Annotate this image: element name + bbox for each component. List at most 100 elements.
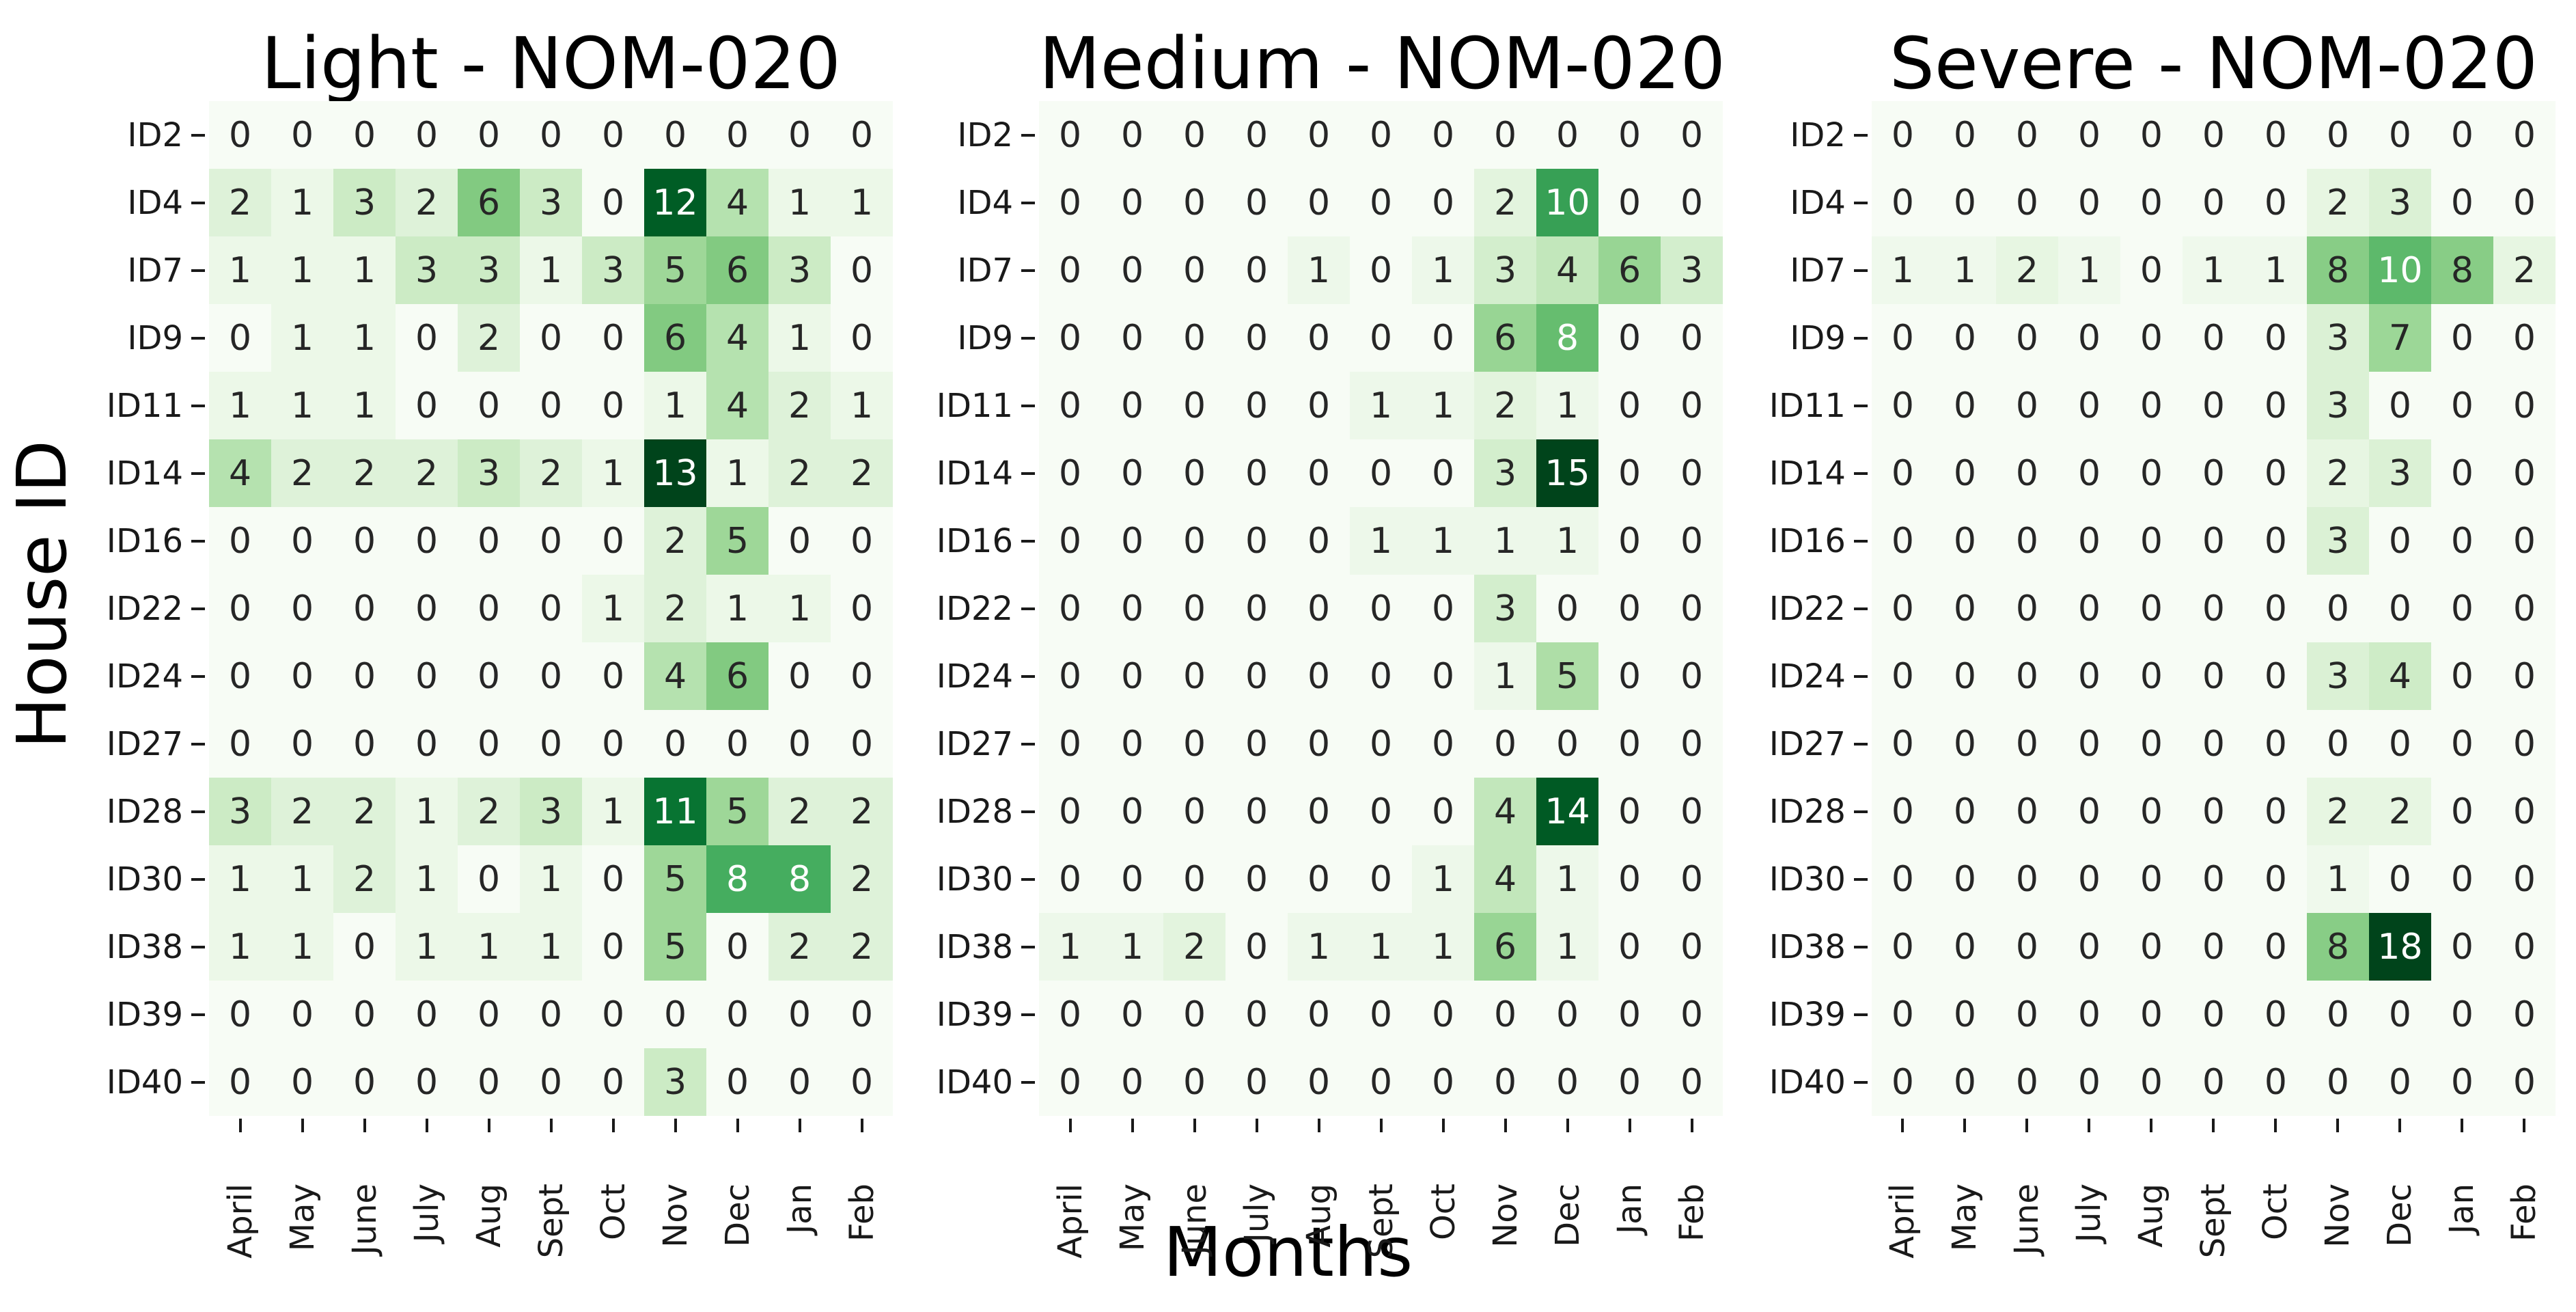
col-label: April — [1883, 1184, 1922, 1259]
y-tick — [191, 674, 205, 678]
heatmap-cell: 0 — [582, 372, 644, 439]
heatmap-cell: 0 — [2120, 304, 2183, 372]
heatmap-cell: 0 — [1039, 710, 1101, 778]
y-tick — [191, 539, 205, 543]
heatmap-cell: 0 — [520, 304, 582, 372]
heatmap-cell: 2 — [2368, 778, 2431, 845]
heatmap-cell: 1 — [831, 372, 893, 439]
heatmap-cell: 0 — [2493, 372, 2556, 439]
row-label-text: ID28 — [936, 792, 1013, 831]
heatmap-cell: 1 — [271, 304, 333, 372]
x-tick-cell — [1996, 1116, 2058, 1134]
heatmap-cell: 1 — [271, 845, 333, 913]
heatmap-cell: 0 — [644, 710, 706, 778]
heatmap-cell: 0 — [2058, 101, 2120, 169]
heatmap-cell: 0 — [1871, 304, 1934, 372]
heatmap-cell: 1 — [1412, 845, 1474, 913]
heatmap-cell: 18 — [2368, 913, 2431, 981]
row-label-text: ID24 — [936, 657, 1013, 696]
x-tick — [238, 1119, 242, 1132]
heatmap-cell: 4 — [644, 642, 706, 710]
heatmap-cell: 1 — [1350, 372, 1412, 439]
heatmap-cell: 0 — [1871, 913, 1934, 981]
heatmap-cell: 0 — [1661, 372, 1723, 439]
heatmap-cell: 0 — [1101, 845, 1163, 913]
heatmap-cell: 2 — [768, 439, 831, 507]
heatmap-cell: 0 — [2058, 913, 2120, 981]
row-label-text: ID16 — [1769, 521, 1846, 560]
heatmap-cell: 1 — [831, 169, 893, 236]
heatmap-cell: 0 — [1039, 1048, 1101, 1116]
heatmap-cell: 0 — [520, 372, 582, 439]
heatmap-cell: 0 — [2182, 304, 2245, 372]
x-tick-cell — [2058, 1116, 2120, 1134]
heatmap-cell: 0 — [1598, 845, 1661, 913]
heatmap-cell: 1 — [644, 372, 706, 439]
heatmap-cell: 0 — [1474, 981, 1536, 1048]
x-tick-cell — [2493, 1116, 2556, 1134]
heatmap-cell: 2 — [1474, 169, 1536, 236]
heatmap-cell: 0 — [2244, 642, 2307, 710]
y-tick — [1021, 539, 1035, 543]
heatmap-cell: 0 — [831, 507, 893, 575]
heatmap-cell: 0 — [1412, 642, 1474, 710]
heatmap-cell: 0 — [1598, 372, 1661, 439]
heatmap-cell: 0 — [1661, 778, 1723, 845]
heatmap-cell: 4 — [209, 439, 271, 507]
y-tick — [1853, 877, 1868, 881]
heatmap-cell: 0 — [1871, 169, 1934, 236]
heatmap-cell: 0 — [1225, 642, 1288, 710]
heatmap-cell: 8 — [2306, 236, 2369, 304]
heatmap-cell: 0 — [1598, 1048, 1661, 1116]
heatmap-cell: 6 — [644, 304, 706, 372]
col-label: Feb — [2505, 1184, 2544, 1242]
heatmap-cell: 0 — [2493, 575, 2556, 642]
row-label-text: ID40 — [936, 1063, 1013, 1102]
heatmap-cell: 0 — [1995, 439, 2058, 507]
heatmap-cell: 0 — [2244, 169, 2307, 236]
heatmap-cell: 0 — [2493, 1048, 2556, 1116]
heatmap-cell: 0 — [2058, 981, 2120, 1048]
heatmap-cell: 1 — [1412, 913, 1474, 981]
heatmap-cell: 0 — [2244, 372, 2307, 439]
y-tick — [1021, 607, 1035, 610]
heatmap-cell: 0 — [2182, 1048, 2245, 1116]
row-label: ID30 — [79, 845, 209, 913]
heatmap-cell: 0 — [209, 304, 271, 372]
row-label: ID22 — [909, 575, 1039, 642]
heatmap-cell: 0 — [2430, 845, 2493, 913]
heatmap-cell: 0 — [1598, 169, 1661, 236]
heatmap-cell: 0 — [1661, 642, 1723, 710]
heatmap-cell: 0 — [1101, 778, 1163, 845]
heatmap-cell: 0 — [1536, 981, 1598, 1048]
row-label: ID39 — [909, 981, 1039, 1048]
heatmap-cell: 0 — [333, 101, 396, 169]
y-tick — [1021, 1080, 1035, 1084]
heatmap-cell: 0 — [582, 1048, 644, 1116]
heatmap-cell: 0 — [582, 642, 644, 710]
heatmap-cell: 1 — [2306, 845, 2369, 913]
x-tick-cell — [209, 1116, 271, 1134]
x-tick — [487, 1119, 490, 1132]
heatmap-cell: 3 — [396, 236, 458, 304]
heatmap-cell: 0 — [831, 981, 893, 1048]
heatmap-cell: 0 — [2244, 845, 2307, 913]
row-label: ID28 — [909, 778, 1039, 845]
heatmap-cell: 0 — [1474, 710, 1536, 778]
heatmap-cell: 0 — [1412, 778, 1474, 845]
y-tick — [1021, 336, 1035, 340]
heatmap-cell: 1 — [1101, 913, 1163, 981]
heatmap-cell: 1 — [1536, 913, 1598, 981]
heatmap-cell: 0 — [582, 304, 644, 372]
heatmap-cell: 1 — [1412, 507, 1474, 575]
x-tick-cell — [1474, 1116, 1536, 1134]
x-tick-cell — [768, 1116, 831, 1134]
heatmap-cell: 0 — [2182, 169, 2245, 236]
heatmap-cell: 0 — [1598, 710, 1661, 778]
col-label: Dec — [718, 1184, 757, 1247]
y-tick — [1021, 1013, 1035, 1016]
x-tick-cell — [396, 1116, 458, 1134]
heatmap-cell: 0 — [271, 981, 333, 1048]
x-tick-cell — [582, 1116, 644, 1134]
y-tick — [1853, 539, 1868, 543]
